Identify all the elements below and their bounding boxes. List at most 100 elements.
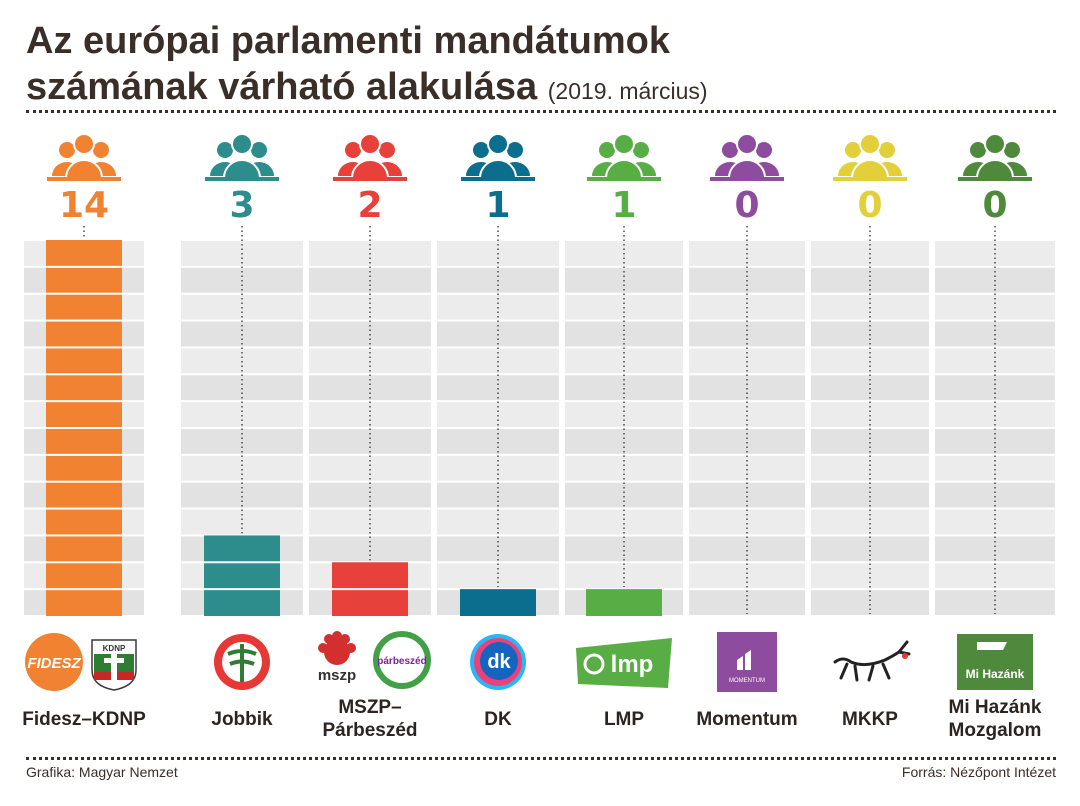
party-label-line: MSZP–	[338, 697, 402, 718]
grid-band	[309, 455, 431, 481]
grid-band	[437, 563, 559, 589]
footer-source: Forrás: Nézőpont Intézet	[901, 764, 1056, 780]
grid-band	[811, 402, 929, 427]
svg-text:dk: dk	[487, 651, 511, 673]
bar-separator	[46, 507, 122, 510]
grid-band	[309, 509, 431, 535]
title-subtitle: (2019. március)	[547, 78, 708, 104]
grid-band	[565, 509, 683, 535]
party-label-line: Fidesz–KDNP	[22, 709, 146, 730]
grid-band	[181, 482, 303, 508]
bar	[460, 589, 536, 616]
party-label-line: Momentum	[696, 709, 798, 730]
grid-band	[811, 509, 929, 535]
bar-separator	[46, 319, 122, 322]
grid-band	[689, 482, 805, 508]
value-label: 3	[229, 185, 254, 226]
value-label: 0	[857, 185, 882, 226]
bottom-dotted-divider	[26, 757, 1056, 760]
bar-separator	[46, 561, 122, 564]
party-label: MKKP	[805, 708, 935, 731]
value-label: 0	[982, 185, 1007, 226]
bar-separator	[46, 292, 122, 295]
party-label-line: MKKP	[842, 709, 898, 730]
grid-band	[811, 482, 929, 508]
party-label-line: Mozgalom	[948, 720, 1042, 741]
momentum-logo: MOMENTUM	[717, 632, 777, 697]
svg-text:MOMENTUM: MOMENTUM	[729, 678, 765, 684]
grid-band	[935, 455, 1055, 481]
fidesz-kdnp-logo: FIDESZ KDNP	[24, 632, 144, 697]
party-label-line: Párbeszéd	[322, 720, 418, 741]
party-label-line: LMP	[603, 709, 645, 730]
people-icon	[461, 133, 535, 181]
svg-text:KDNP: KDNP	[103, 644, 126, 653]
party-label: DK	[433, 708, 563, 731]
value-label: 1	[611, 185, 636, 226]
grid-band	[689, 563, 805, 589]
bar-separator	[204, 561, 280, 564]
grid-band	[437, 509, 559, 535]
people-icon	[333, 133, 407, 181]
grid-band	[565, 563, 683, 589]
grid-band	[811, 429, 929, 454]
grid-band	[565, 482, 683, 508]
bar-separator	[332, 588, 408, 591]
people-icon	[710, 133, 784, 181]
grid-band	[565, 429, 683, 454]
grid-band	[811, 563, 929, 589]
mi-hazank-logo: Mi Hazánk	[957, 634, 1033, 695]
grid-band	[689, 402, 805, 427]
party-label-line: Jobbik	[211, 709, 273, 730]
lmp-logo: lmp	[576, 638, 672, 693]
party-label: LMP	[559, 708, 689, 731]
svg-text:Mi Hazánk: Mi Hazánk	[966, 667, 1025, 681]
grid-band	[181, 429, 303, 454]
people-icon	[958, 133, 1032, 181]
party-label: Fidesz–KDNP	[19, 708, 149, 731]
grid-band	[565, 402, 683, 427]
grid-band	[565, 536, 683, 562]
grid-band	[935, 509, 1055, 535]
grid-band	[689, 590, 805, 615]
value-label: 14	[59, 185, 109, 226]
grid-band	[811, 455, 929, 481]
grid-band	[935, 482, 1055, 508]
party-label: Momentum	[682, 708, 812, 731]
svg-text:lmp: lmp	[611, 651, 654, 678]
grid-band	[437, 482, 559, 508]
bar	[586, 589, 662, 616]
grid-band	[309, 429, 431, 454]
grid-band	[811, 590, 929, 615]
grid-band	[689, 536, 805, 562]
people-icon	[205, 133, 279, 181]
chart-title: Az európai parlamenti mandátumok számána…	[26, 18, 708, 114]
grid-band	[935, 563, 1055, 589]
svg-text:mszp: mszp	[318, 667, 356, 684]
grid-band	[437, 536, 559, 562]
grid-band	[181, 402, 303, 427]
grid-band	[689, 509, 805, 535]
grid-band	[181, 509, 303, 535]
grid-band	[935, 402, 1055, 427]
grid-band	[935, 590, 1055, 615]
bar-separator	[46, 373, 122, 376]
grid-band	[565, 455, 683, 481]
bar-separator	[46, 534, 122, 537]
top-dotted-divider	[26, 110, 1056, 113]
bar-separator	[46, 453, 122, 456]
mszp-parbeszed-logo: mszp párbeszéd	[305, 630, 435, 695]
people-icon	[587, 133, 661, 181]
bar-separator	[46, 346, 122, 349]
footer-credit: Grafika: Magyar Nemzet	[26, 764, 178, 780]
grid-band	[181, 455, 303, 481]
grid-band	[437, 429, 559, 454]
title-line-2: számának várható alakulása	[26, 66, 538, 108]
value-label: 0	[734, 185, 759, 226]
bar-separator	[204, 588, 280, 591]
svg-text:FIDESZ: FIDESZ	[27, 655, 81, 672]
seat-chart: 14 3 2 1 1 0 0 0	[24, 133, 1055, 616]
grid-bands	[24, 241, 1055, 615]
jobbik-logo	[212, 632, 272, 697]
party-label: Mi Hazánk Mozgalom	[930, 696, 1060, 742]
